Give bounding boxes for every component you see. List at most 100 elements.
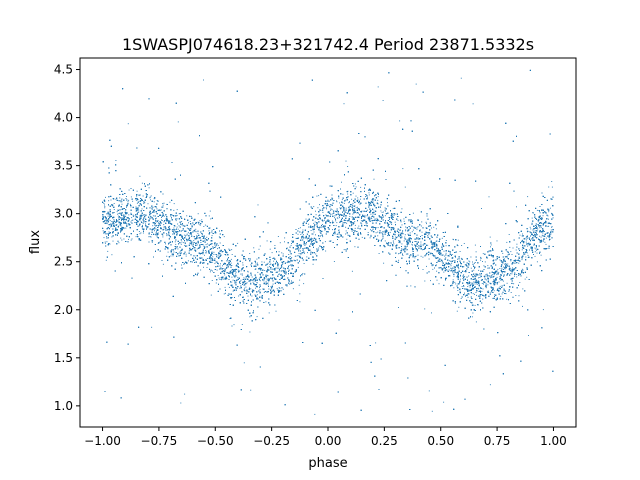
data-point: [244, 287, 246, 289]
data-point: [156, 208, 158, 210]
data-point: [240, 282, 241, 284]
data-point: [395, 236, 397, 238]
data-point: [359, 198, 361, 200]
data-point: [108, 214, 110, 216]
data-point: [467, 286, 469, 287]
data-point: [231, 281, 233, 283]
data-point: [230, 262, 232, 264]
data-point: [137, 209, 139, 211]
data-point: [458, 306, 460, 308]
data-point: [454, 302, 456, 304]
data-point: [336, 210, 338, 212]
data-point: [465, 295, 466, 297]
data-point: [316, 195, 318, 197]
data-point: [544, 241, 546, 243]
data-point: [143, 220, 145, 222]
data-point: [435, 264, 437, 266]
data-point: [512, 247, 514, 249]
data-point: [482, 253, 484, 255]
data-point: [290, 264, 292, 266]
data-point: [415, 241, 417, 243]
data-point: [459, 251, 461, 252]
data-point: [118, 242, 120, 244]
data-point: [536, 252, 538, 254]
data-point: [336, 217, 338, 219]
data-point: [118, 200, 120, 202]
data-point: [420, 241, 422, 243]
data-point: [322, 247, 324, 248]
data-point: [481, 290, 483, 292]
data-point: [181, 221, 183, 223]
data-point: [469, 261, 471, 263]
data-point: [476, 294, 477, 296]
data-point: [215, 282, 217, 284]
data-point: [403, 249, 405, 251]
data-point: [461, 245, 463, 246]
data-point: [474, 262, 475, 264]
data-point: [368, 219, 370, 221]
data-point: [295, 237, 297, 239]
data-point: [489, 277, 491, 279]
data-point: [372, 213, 374, 215]
data-point: [234, 282, 236, 284]
data-point: [230, 270, 231, 272]
data-point: [250, 282, 252, 284]
data-point: [539, 227, 541, 229]
data-point: [242, 262, 244, 264]
data-point: [159, 241, 161, 243]
data-point: [324, 229, 326, 231]
scatter-points: [102, 69, 554, 415]
data-point: [235, 283, 237, 285]
data-point: [511, 273, 513, 275]
data-point: [141, 182, 143, 184]
data-point: [136, 214, 138, 216]
data-point: [237, 269, 239, 271]
data-point: [230, 258, 232, 260]
data-point: [140, 216, 142, 218]
data-point: [510, 273, 512, 275]
data-point: [142, 232, 144, 234]
data-point: [156, 224, 158, 226]
data-point: [108, 219, 110, 221]
data-point: [514, 262, 516, 264]
data-point: [501, 272, 503, 274]
data-point: [487, 267, 489, 269]
data-point: [168, 228, 170, 229]
data-point: [370, 234, 372, 236]
data-point: [416, 237, 418, 239]
data-point: [276, 288, 278, 290]
data-point: [298, 228, 300, 229]
data-point: [249, 331, 251, 333]
data-point: [536, 249, 538, 251]
data-point: [374, 195, 375, 197]
data-point: [320, 227, 322, 229]
data-point: [438, 259, 440, 261]
data-point: [272, 277, 274, 279]
data-point: [395, 213, 397, 215]
data-point: [237, 242, 239, 244]
data-point: [473, 269, 475, 271]
data-point: [210, 294, 212, 296]
data-point: [299, 293, 301, 295]
data-point: [513, 283, 515, 285]
data-point: [102, 215, 104, 217]
data-point: [262, 272, 263, 274]
data-point: [551, 186, 553, 188]
data-point: [516, 206, 517, 208]
data-point: [188, 222, 189, 224]
data-point: [445, 257, 447, 259]
data-point: [503, 258, 505, 260]
data-point: [112, 240, 114, 242]
data-point: [299, 245, 301, 246]
data-point: [124, 215, 126, 217]
data-point: [435, 240, 437, 242]
data-point: [198, 223, 200, 225]
data-point: [415, 255, 417, 257]
data-point: [355, 207, 357, 209]
data-point: [287, 261, 289, 263]
data-point: [241, 324, 243, 325]
data-point: [213, 251, 215, 253]
data-point: [377, 86, 379, 88]
data-point: [403, 218, 405, 220]
data-point: [259, 284, 261, 285]
